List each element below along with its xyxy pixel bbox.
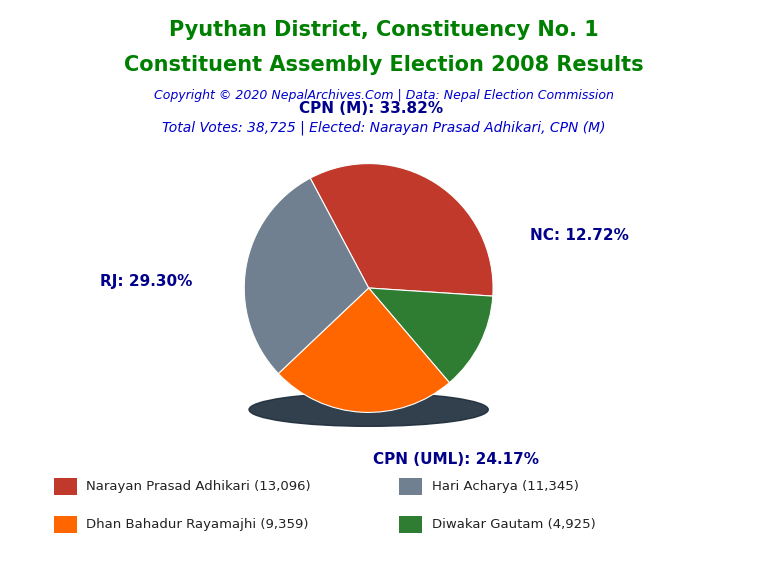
Wedge shape xyxy=(310,164,493,296)
Text: RJ: 29.30%: RJ: 29.30% xyxy=(100,274,192,289)
Text: CPN (M): 33.82%: CPN (M): 33.82% xyxy=(299,101,443,116)
Text: CPN (UML): 24.17%: CPN (UML): 24.17% xyxy=(372,452,538,467)
Wedge shape xyxy=(278,288,449,412)
Text: Constituent Assembly Election 2008 Results: Constituent Assembly Election 2008 Resul… xyxy=(124,55,644,75)
Text: NC: 12.72%: NC: 12.72% xyxy=(531,228,629,243)
Text: Pyuthan District, Constituency No. 1: Pyuthan District, Constituency No. 1 xyxy=(169,20,599,40)
Text: Dhan Bahadur Rayamajhi (9,359): Dhan Bahadur Rayamajhi (9,359) xyxy=(86,518,309,530)
Text: Diwakar Gautam (4,925): Diwakar Gautam (4,925) xyxy=(432,518,595,530)
Ellipse shape xyxy=(249,393,488,426)
Text: Hari Acharya (11,345): Hari Acharya (11,345) xyxy=(432,480,578,493)
Text: Copyright © 2020 NepalArchives.Com | Data: Nepal Election Commission: Copyright © 2020 NepalArchives.Com | Dat… xyxy=(154,89,614,103)
Text: Total Votes: 38,725 | Elected: Narayan Prasad Adhikari, CPN (M): Total Votes: 38,725 | Elected: Narayan P… xyxy=(162,121,606,135)
Wedge shape xyxy=(244,178,369,374)
Wedge shape xyxy=(369,288,493,382)
Text: Narayan Prasad Adhikari (13,096): Narayan Prasad Adhikari (13,096) xyxy=(86,480,310,493)
